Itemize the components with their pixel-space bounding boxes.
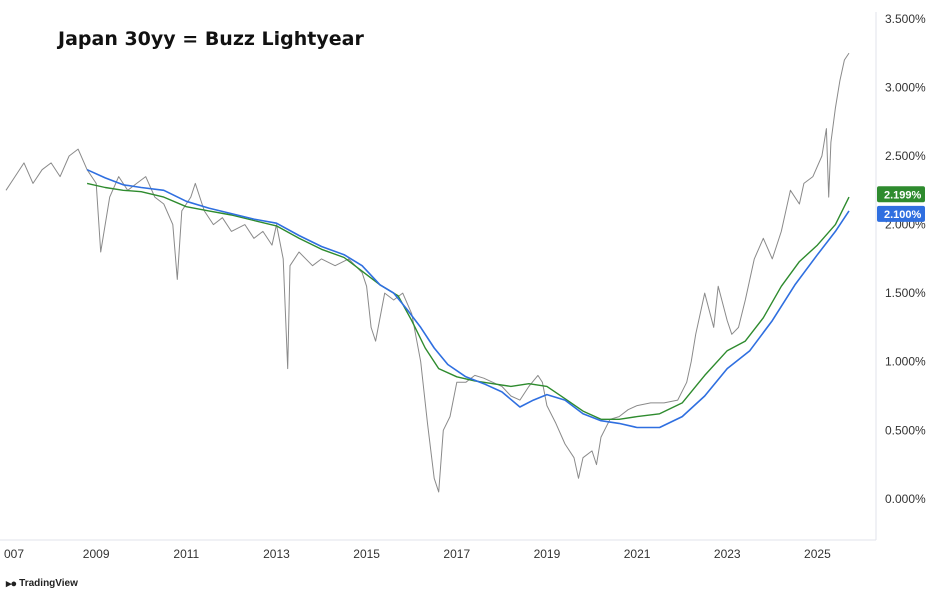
y-tick-label: 1.500% <box>885 286 926 300</box>
price-line <box>5 52 850 493</box>
last-value-badge <box>877 205 925 222</box>
tradingview-logo-text: TradingView <box>19 577 78 589</box>
x-tick-label: 2017 <box>443 547 470 561</box>
x-tick-label: 2013 <box>263 547 290 561</box>
chart-title: Japan 30yy = Buzz Lightyear <box>58 28 364 50</box>
x-tick-label: 2023 <box>714 547 741 561</box>
x-tick-label: 2009 <box>83 547 110 561</box>
tradingview-logo: ▸● TradingView <box>6 576 78 590</box>
last-value-badge <box>877 186 925 203</box>
x-tick-label: 2021 <box>624 547 651 561</box>
y-tick-label: 0.000% <box>885 492 926 506</box>
y-tick-label: 3.500% <box>885 12 926 26</box>
y-tick-label: 0.500% <box>885 423 926 437</box>
y-tick-label: 3.000% <box>885 80 926 94</box>
x-tick-label: 2025 <box>804 547 831 561</box>
last-value-label: 2.100% <box>884 209 922 221</box>
y-tick-label: 2.500% <box>885 149 926 163</box>
blue-average-line <box>86 168 850 429</box>
x-tick-label: 2011 <box>173 547 199 561</box>
tradingview-logo-icon: ▸● <box>6 577 17 590</box>
x-tick-label: 007 <box>4 547 24 561</box>
y-tick-label: 1.000% <box>885 355 926 369</box>
x-tick-label: 2019 <box>534 547 561 561</box>
last-value-label: 2.199% <box>884 189 922 201</box>
x-tick-label: 2015 <box>353 547 380 561</box>
